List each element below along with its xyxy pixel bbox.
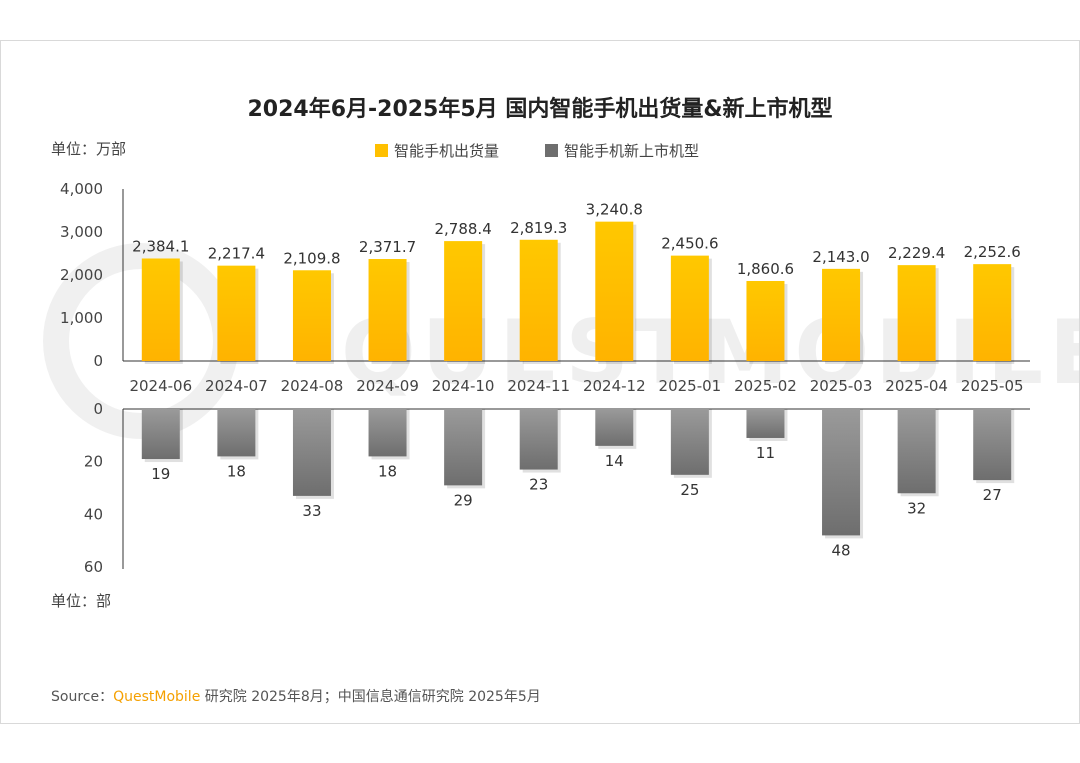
legend-swatch-shipments <box>375 144 388 157</box>
new-model-bar <box>444 409 483 486</box>
y-tick-top: 2,000 <box>60 266 103 284</box>
shipment-data-label: 2,384.1 <box>132 237 189 255</box>
x-category-label: 2024-09 <box>356 377 419 395</box>
new-model-bars: 19 18 33 18 29 23 14 25 11 48 32 27 <box>141 409 1015 559</box>
legend-swatch-new-models <box>545 144 558 157</box>
source-brand: QuestMobile <box>113 689 200 705</box>
x-category-label: 2024-12 <box>583 377 646 395</box>
shipment-data-label: 2,143.0 <box>812 248 869 266</box>
new-model-bar <box>368 409 407 457</box>
y-tick-top: 0 <box>93 352 103 370</box>
source-rest: 研究院 2025年8月；中国信息通信研究院 2025年5月 <box>200 688 540 705</box>
shipment-data-label: 2,109.8 <box>283 249 340 267</box>
source-prefix: Source： <box>51 689 113 705</box>
y-tick-top: 4,000 <box>60 180 103 198</box>
new-model-bar <box>822 409 861 536</box>
shipment-data-label: 2,252.6 <box>964 243 1021 261</box>
new-model-bar <box>595 409 634 446</box>
y-tick-top: 1,000 <box>60 309 103 327</box>
legend: 智能手机出货量 智能手机新上市机型 <box>375 142 699 160</box>
x-category-label: 2025-01 <box>659 377 722 395</box>
shipment-bar <box>595 221 634 361</box>
new-model-data-label: 33 <box>302 502 321 520</box>
source-note: Source：QuestMobile 研究院 2025年8月；中国信息通信研究院… <box>51 688 541 705</box>
legend-label-shipments: 智能手机出货量 <box>394 142 499 160</box>
unit-label-bottom: 单位：部 <box>51 592 111 610</box>
shipment-bar <box>217 265 256 361</box>
shipment-data-label: 1,860.6 <box>737 260 794 278</box>
x-category-labels: 2024-06 2024-07 2024-08 2024-09 2024-10 2024-… <box>129 377 1023 395</box>
shipment-bar <box>746 280 785 361</box>
new-model-bar <box>217 409 256 457</box>
new-model-data-label: 19 <box>151 465 170 483</box>
y-tick-bottom: 60 <box>84 558 103 576</box>
new-model-data-label: 27 <box>983 486 1002 504</box>
new-model-bar <box>746 409 785 438</box>
x-category-label: 2024-11 <box>507 377 570 395</box>
new-model-bar <box>670 409 709 475</box>
shipment-bar <box>670 255 709 361</box>
new-model-data-label: 11 <box>756 444 775 462</box>
x-category-label: 2025-05 <box>961 377 1024 395</box>
new-model-data-label: 14 <box>605 452 624 470</box>
y-tick-bottom: 40 <box>84 505 103 523</box>
y-ticks-top: 4,000 3,000 2,000 1,000 0 <box>60 180 103 370</box>
x-category-label: 2024-08 <box>281 377 344 395</box>
shipment-data-label: 2,819.3 <box>510 219 567 237</box>
shipment-bar <box>519 239 558 361</box>
shipment-data-label: 2,229.4 <box>888 244 945 262</box>
x-category-label: 2024-07 <box>205 377 268 395</box>
new-model-bar <box>519 409 558 470</box>
x-category-label: 2025-03 <box>810 377 873 395</box>
shipment-bar <box>141 258 180 361</box>
chart-title: 2024年6月-2025年5月 国内智能手机出货量&新上市机型 <box>247 96 832 122</box>
new-model-data-label: 23 <box>529 476 548 494</box>
y-tick-top: 3,000 <box>60 223 103 241</box>
shipment-data-label: 2,450.6 <box>661 235 718 253</box>
new-model-bar <box>897 409 936 494</box>
new-model-data-label: 29 <box>454 491 473 509</box>
new-model-data-label: 18 <box>378 462 397 480</box>
chart-frame: QUESTMOBILE 2024年6月-2025年5月 国内智能手机出货量&新上… <box>0 40 1080 724</box>
chart-svg: QUESTMOBILE 2024年6月-2025年5月 国内智能手机出货量&新上… <box>43 96 1079 705</box>
y-tick-bottom: 20 <box>84 453 103 471</box>
y-tick-bottom: 0 <box>93 400 103 418</box>
shipment-data-label: 2,217.4 <box>208 245 265 263</box>
new-model-bar <box>141 409 180 460</box>
new-model-data-label: 32 <box>907 499 926 517</box>
new-model-data-label: 25 <box>680 481 699 499</box>
legend-label-new-models: 智能手机新上市机型 <box>564 142 699 160</box>
unit-label-top: 单位：万部 <box>51 140 126 158</box>
x-category-label: 2025-02 <box>734 377 797 395</box>
shipment-bars: 2,384.1 2,217.4 2,109.8 2,371.7 2,788.4 2,819… <box>132 201 1021 364</box>
x-category-label: 2025-04 <box>885 377 948 395</box>
new-model-data-label: 48 <box>831 541 850 559</box>
shipment-bar <box>292 270 331 361</box>
new-model-data-label: 18 <box>227 462 246 480</box>
shipment-bar <box>368 259 407 361</box>
x-category-label: 2024-10 <box>432 377 495 395</box>
new-model-bar <box>973 409 1012 481</box>
shipment-data-label: 2,788.4 <box>434 220 491 238</box>
shipment-bar <box>822 268 861 361</box>
shipment-bar <box>897 265 936 361</box>
shipment-bar <box>973 264 1012 361</box>
shipment-data-label: 2,371.7 <box>359 238 416 256</box>
y-ticks-bottom: 0 20 40 60 <box>84 400 103 576</box>
shipment-data-label: 3,240.8 <box>586 201 643 219</box>
shipment-bar <box>444 241 483 361</box>
new-model-bar <box>292 409 331 496</box>
x-category-label: 2024-06 <box>129 377 192 395</box>
